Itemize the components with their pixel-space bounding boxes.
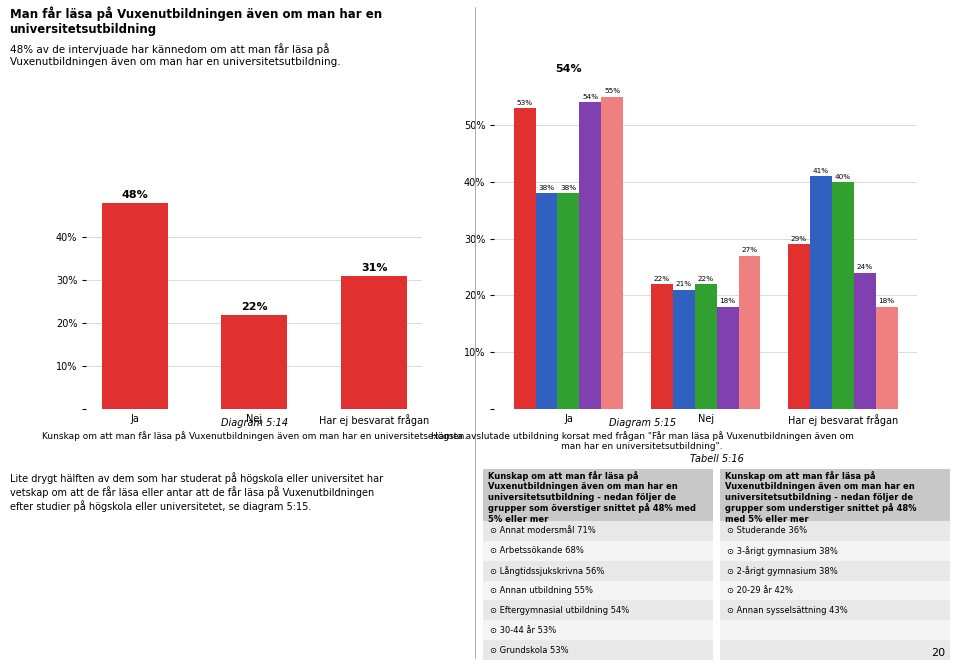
Text: ⊙ Annat modersmål 71%: ⊙ Annat modersmål 71%	[490, 526, 595, 535]
Text: ⊙ Långtidssjukskrivna 56%: ⊙ Långtidssjukskrivna 56%	[490, 566, 604, 575]
Bar	[673, 290, 695, 409]
Text: 22%: 22%	[241, 301, 268, 311]
Text: 18%: 18%	[719, 299, 735, 305]
Text: Lite drygt hälften av dem som har studerat på högskola eller universitet har
vet: Lite drygt hälften av dem som har studer…	[10, 472, 383, 512]
Text: 48%: 48%	[121, 190, 148, 200]
Text: ⊙ Annan utbildning 55%: ⊙ Annan utbildning 55%	[490, 586, 592, 595]
Text: 40%: 40%	[834, 174, 851, 180]
Text: Diagram 5:15: Diagram 5:15	[609, 418, 676, 428]
Text: 21%: 21%	[676, 281, 692, 287]
Text: 24%: 24%	[856, 265, 873, 271]
Text: ⊙ 2-årigt gymnasium 38%: ⊙ 2-årigt gymnasium 38%	[728, 566, 838, 575]
Text: Högsta avslutade utbildning korsat med frågan "Får man läsa på Vuxenutbildningen: Högsta avslutade utbildning korsat med f…	[431, 431, 853, 451]
Text: 20: 20	[931, 648, 946, 658]
Bar	[580, 102, 601, 409]
Bar	[788, 244, 810, 409]
Text: 54%: 54%	[555, 64, 582, 74]
Text: 53%: 53%	[516, 100, 533, 106]
Bar	[810, 176, 831, 409]
Text: Kunskap om att man får läsa på
Vuxenutbildningen även om man har en
universitets: Kunskap om att man får läsa på Vuxenutbi…	[488, 471, 696, 523]
Bar	[876, 307, 898, 409]
Text: Tabell 5:16: Tabell 5:16	[689, 454, 744, 464]
Text: 29%: 29%	[791, 236, 807, 242]
Bar	[514, 108, 536, 409]
Text: universitetsutbildning: universitetsutbildning	[10, 23, 156, 37]
Text: ⊙ Annan sysselsättning 43%: ⊙ Annan sysselsättning 43%	[728, 606, 848, 615]
Text: ⊙ 3-årigt gymnasium 38%: ⊙ 3-årigt gymnasium 38%	[728, 546, 838, 555]
Text: ⊙ 30-44 år 53%: ⊙ 30-44 år 53%	[490, 626, 556, 635]
Text: 41%: 41%	[813, 168, 828, 174]
Bar	[651, 284, 673, 409]
Text: 54%: 54%	[583, 94, 598, 100]
Bar	[831, 182, 853, 409]
Text: Kunskap om att man får läsa på Vuxenutbildningen även om man har en universitets: Kunskap om att man får läsa på Vuxenutbi…	[42, 431, 467, 441]
Bar	[716, 307, 738, 409]
Text: 55%: 55%	[604, 88, 620, 94]
Text: 27%: 27%	[741, 247, 757, 253]
Text: Man får läsa på Vuxenutbildningen även om man har en: Man får läsa på Vuxenutbildningen även o…	[10, 7, 382, 21]
Bar	[601, 96, 623, 409]
Text: ⊙ 20-29 år 42%: ⊙ 20-29 år 42%	[728, 586, 793, 595]
Text: Kunskap om att man får läsa på
Vuxenutbildningen även om man har en
universitets: Kunskap om att man får läsa på Vuxenutbi…	[726, 471, 917, 523]
Text: ⊙ Grundskola 53%: ⊙ Grundskola 53%	[490, 646, 568, 655]
Text: 48% av de intervjuade har kännedom om att man får läsa på
Vuxenutbildningen även: 48% av de intervjuade har kännedom om at…	[10, 43, 340, 66]
Bar	[853, 273, 876, 409]
Bar	[695, 284, 716, 409]
Text: 22%: 22%	[654, 276, 670, 282]
Bar	[341, 276, 407, 409]
Text: 38%: 38%	[561, 185, 577, 191]
Bar	[222, 315, 287, 409]
Text: ⊙ Studerande 36%: ⊙ Studerande 36%	[728, 526, 807, 535]
Text: ⊙ Eftergymnasial utbildning 54%: ⊙ Eftergymnasial utbildning 54%	[490, 606, 629, 615]
Bar	[738, 255, 760, 409]
Bar	[536, 194, 558, 409]
Text: 38%: 38%	[539, 185, 555, 191]
Text: Diagram 5:14: Diagram 5:14	[221, 418, 288, 428]
Text: 31%: 31%	[361, 263, 388, 273]
Bar	[102, 203, 168, 409]
Bar	[558, 194, 580, 409]
Text: 18%: 18%	[878, 299, 895, 305]
Text: 22%: 22%	[698, 276, 713, 282]
Text: ⊙ Arbetssökande 68%: ⊙ Arbetssökande 68%	[490, 546, 584, 555]
